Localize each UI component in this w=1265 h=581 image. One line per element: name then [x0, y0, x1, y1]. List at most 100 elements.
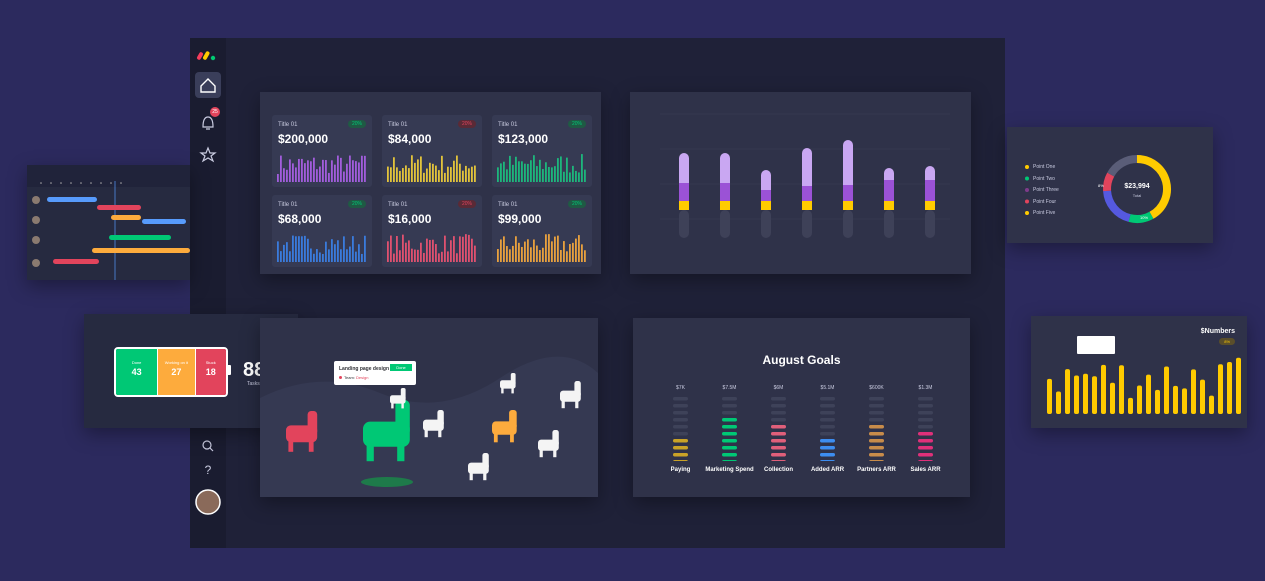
legend-dot [1025, 199, 1029, 204]
goal-amount: $7.5M [722, 385, 737, 391]
spark-bar [444, 172, 446, 182]
goals-panel: August Goals $7K Paying $7.5M Marketing Spe… [633, 318, 970, 497]
bar-top [843, 140, 853, 190]
bar-shadow [720, 210, 730, 238]
spark-bar [411, 248, 413, 262]
spark-bar [289, 159, 291, 182]
llama-neck [437, 410, 444, 426]
spark-bar [500, 163, 502, 182]
number-bar [1074, 375, 1079, 414]
bar-low [843, 201, 853, 210]
spark-bar [438, 170, 440, 182]
avatar[interactable] [195, 489, 221, 515]
llama-leg [483, 472, 487, 481]
bar-shadow [925, 210, 935, 238]
spark-bar [444, 235, 446, 262]
sparkline [497, 234, 586, 262]
spark-bar [441, 155, 443, 182]
kpi-card: Title 01 $123,000 20% [492, 115, 592, 187]
spark-bar [283, 168, 285, 182]
meter-dash [673, 446, 688, 450]
sidebar-icons: ? [195, 51, 221, 515]
spark-bar [497, 249, 499, 262]
spark-bar [343, 236, 345, 262]
gantt-header [27, 165, 190, 187]
spark-bar [566, 157, 568, 182]
segment-value: 43 [131, 367, 142, 377]
meter-dash [722, 404, 737, 408]
home-button[interactable] [195, 72, 221, 98]
logo [197, 51, 216, 61]
spark-bar [349, 155, 351, 182]
llama-shadow [361, 477, 413, 487]
spark-bar [352, 160, 354, 182]
meter-dash [869, 453, 884, 457]
bar-shadow [843, 210, 853, 238]
spark-bar [474, 165, 476, 182]
battery-segment: Done 43 [116, 349, 159, 395]
spark-bar [361, 253, 363, 262]
goal-column: $6M Collection [751, 385, 806, 473]
spark-bar [578, 235, 580, 262]
popup-team: Design [356, 375, 369, 380]
spark-bar [497, 167, 499, 182]
meter-dash [673, 397, 688, 401]
llama-leg [493, 432, 498, 443]
goal-label: Marketing Spend [705, 467, 754, 473]
spark-bar [459, 163, 461, 182]
goal-column: $600K Partners ARR [849, 385, 904, 473]
battery-tip [227, 365, 231, 375]
spark-bar [518, 161, 520, 182]
spark-bar [349, 246, 351, 262]
date-dot [100, 182, 102, 184]
meter-dash [869, 460, 884, 464]
bell-icon[interactable] [202, 116, 214, 130]
spark-bar [542, 247, 544, 262]
goal-label: Paying [670, 467, 691, 473]
spark-bar [295, 167, 297, 182]
battery: Done 43 Working on it 27 Stuck 18 [114, 347, 228, 397]
spark-bar [471, 238, 473, 262]
spark-bar [322, 253, 324, 262]
kpi-panel: Title 01 $200,000 20% Title 01 $84,000 20% Tit… [260, 92, 601, 274]
search-icon[interactable] [202, 440, 212, 450]
spark-bar [462, 236, 464, 262]
meter-dash [918, 460, 933, 464]
meter-dash [771, 439, 786, 443]
goal-column: $7K Paying [653, 385, 708, 473]
spark-bar [337, 240, 339, 262]
spark-bar [405, 242, 407, 262]
goal-meter [722, 397, 737, 464]
kpi-value: $68,000 [278, 212, 322, 226]
spark-bar [584, 250, 586, 262]
popup-title: Landing page design [339, 366, 390, 372]
spark-bar [533, 155, 535, 182]
spark-bar [352, 236, 354, 262]
spark-bar [286, 169, 288, 182]
spark-bar [572, 165, 574, 182]
spark-bar [364, 235, 366, 262]
star-icon[interactable] [199, 146, 217, 163]
meter-dash [722, 411, 737, 415]
bar-mid [802, 186, 812, 201]
spark-bar [569, 172, 571, 182]
popup-status: Done [390, 364, 412, 371]
meter-dash [820, 432, 835, 436]
help-icon[interactable]: ? [205, 463, 212, 477]
sparkline [277, 235, 366, 262]
spark-bar [569, 244, 571, 262]
number-bar [1182, 388, 1187, 414]
spark-bar [545, 234, 547, 262]
sparkline [497, 154, 586, 182]
meter-dash [820, 446, 835, 450]
llama-leg [397, 443, 405, 462]
battery-segment: Stuck 18 [195, 349, 226, 395]
meter-dash [918, 439, 933, 443]
spark-bar [572, 242, 574, 262]
spark-bar [346, 163, 348, 182]
spark-bar [548, 234, 550, 262]
home-icon [200, 78, 216, 93]
spark-bar [390, 235, 392, 262]
bar-mid [925, 180, 935, 201]
llama-neck [400, 388, 406, 400]
